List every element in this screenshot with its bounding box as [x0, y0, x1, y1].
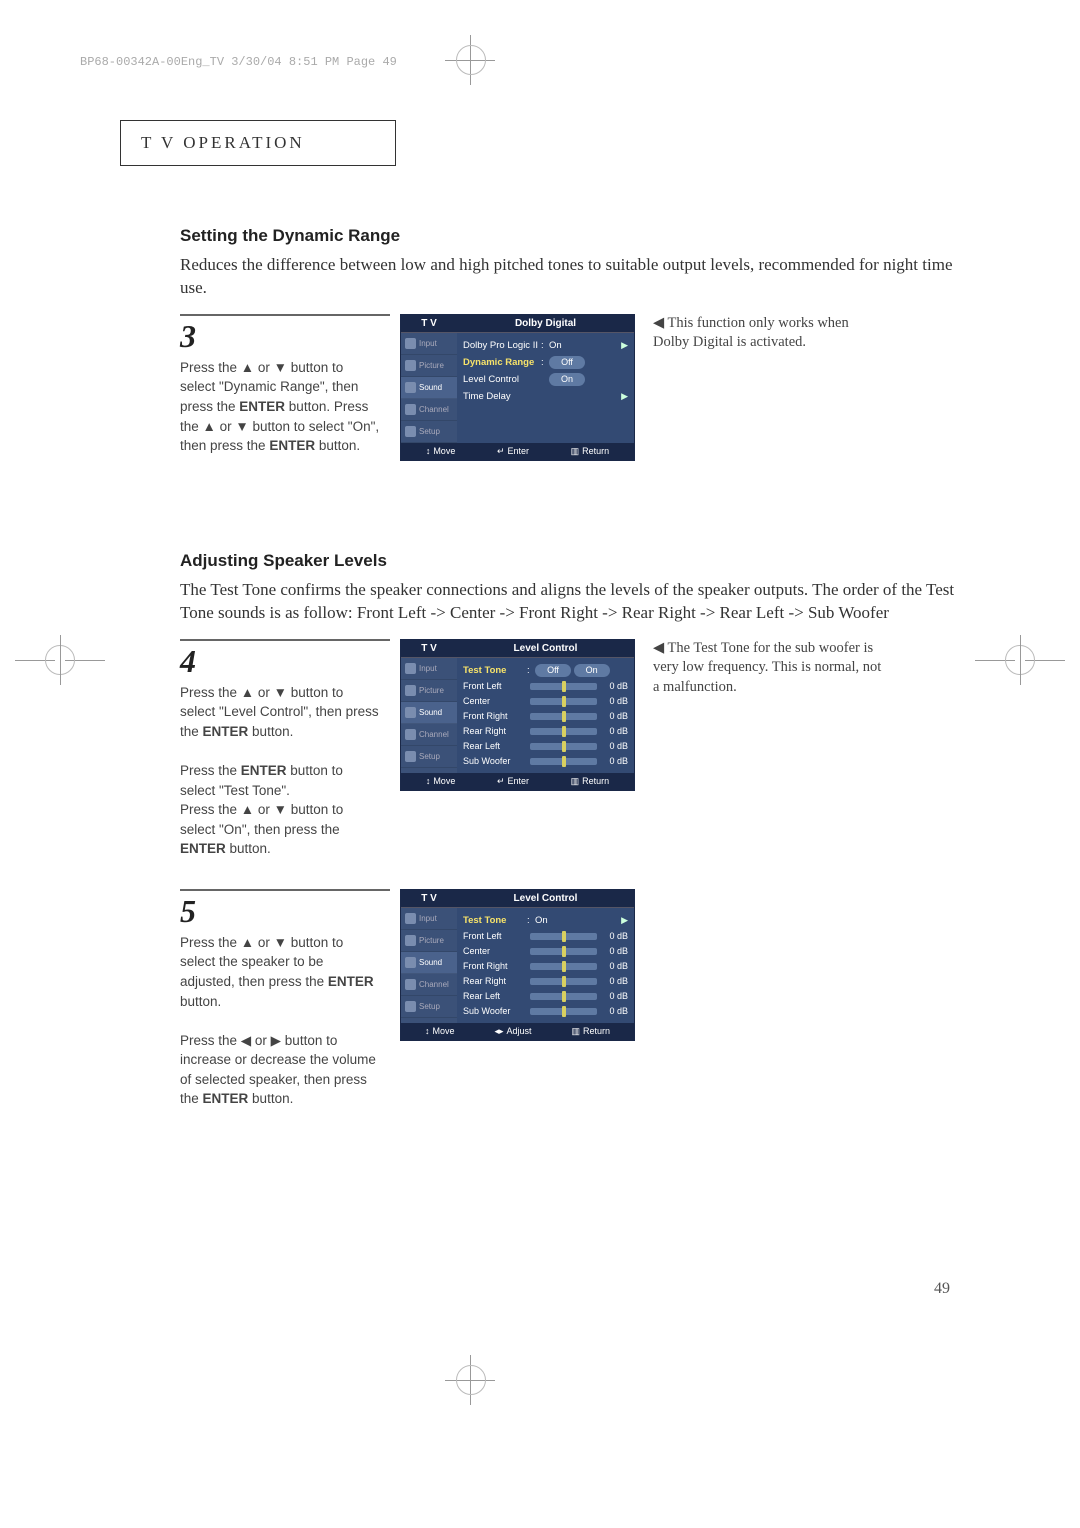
tab-title-tv: T V O: [141, 133, 199, 152]
page-number: 49: [934, 1280, 950, 1298]
tv-side-sound: Sound: [401, 702, 457, 724]
heading-dynamic-range: Setting the Dynamic Range: [180, 226, 960, 246]
tv-footer-item: ↕Move: [426, 776, 456, 787]
tv-slider-row: Front Left0 dB: [463, 929, 628, 944]
tv-slider-row: Rear Left0 dB: [463, 989, 628, 1004]
tv-menu-level-1: T VLevel Control InputPictureSoundChanne…: [400, 639, 635, 791]
step-4-text: Press the ▲ or ▼ button to select "Level…: [180, 683, 380, 859]
tv-side-setup: Setup: [401, 746, 457, 768]
s4p2a: Press the: [180, 763, 241, 778]
tv-row: Level ControlOn: [463, 371, 628, 388]
s5p1a: Press the ▲ or ▼ button to select the sp…: [180, 935, 343, 989]
step-number-5: 5: [180, 895, 380, 927]
tv-side-sound: Sound: [401, 377, 457, 399]
note-subwoofer: ◀ The Test Tone for the sub woofer is ve…: [653, 639, 883, 698]
tv-row: Dolby Pro Logic II:On▶: [463, 337, 628, 354]
s4p3b: button.: [226, 841, 271, 856]
step3-enter1: ENTER: [239, 399, 285, 414]
step3-t3: button.: [315, 438, 360, 453]
tv-slider-row: Rear Right0 dB: [463, 974, 628, 989]
note-dolby: ◀ This function only works when Dolby Di…: [653, 314, 883, 353]
tv-side-setup: Setup: [401, 996, 457, 1018]
tv-side-picture: Picture: [401, 680, 457, 702]
tv-slider-row: Rear Left0 dB: [463, 739, 628, 754]
tv-side-input: Input: [401, 333, 457, 355]
tv-side-channel: Channel: [401, 724, 457, 746]
tv-row-testtone: Test Tone:Off On: [463, 662, 628, 679]
tv-slider-row: Front Left0 dB: [463, 679, 628, 694]
tv-slider-row: Center0 dB: [463, 694, 628, 709]
tv-footer-item: ◂▸Adjust: [494, 1026, 531, 1037]
tv-slider-row: Rear Right0 dB: [463, 724, 628, 739]
s5p2b: button.: [248, 1091, 293, 1106]
tv-footer-item: ↕Move: [425, 1026, 455, 1037]
step-number-4: 4: [180, 645, 380, 677]
tv-side-input: Input: [401, 658, 457, 680]
tv-side-picture: Picture: [401, 930, 457, 952]
tab-title-rest: PERATION: [199, 133, 305, 152]
tv-footer-item: ↵Enter: [497, 776, 529, 787]
tv-side-picture: Picture: [401, 355, 457, 377]
tv-row-testtone: Test Tone:On▶: [463, 912, 628, 929]
tv-row: Time Delay▶: [463, 388, 628, 405]
tv-footer-item: ▥Return: [571, 776, 610, 787]
print-header: BP68-00342A-00Eng_TV 3/30/04 8:51 PM Pag…: [80, 55, 397, 69]
intro-speaker-levels: The Test Tone confirms the speaker conne…: [180, 579, 960, 625]
tv-menu-level-2: T VLevel Control InputPictureSoundChanne…: [400, 889, 635, 1041]
s5p1b: button.: [180, 994, 221, 1009]
tv-footer-item: ↵Enter: [497, 446, 529, 457]
tv-slider-row: Sub Woofer0 dB: [463, 754, 628, 769]
tv-slider-row: Front Right0 dB: [463, 709, 628, 724]
tv-menu-dolby: T VDolby Digital InputPictureSoundChanne…: [400, 314, 635, 461]
section-tab: T V OPERATION: [120, 120, 396, 166]
step-5-text: Press the ▲ or ▼ button to select the sp…: [180, 933, 380, 1109]
tv-side-sound: Sound: [401, 952, 457, 974]
s4p3a: Press the ▲ or ▼ button to select "On", …: [180, 802, 343, 837]
step-3-text: Press the ▲ or ▼ button to select "Dynam…: [180, 358, 380, 456]
step-number-3: 3: [180, 320, 380, 352]
s4p1e: ENTER: [203, 724, 249, 739]
s4p1b: button.: [248, 724, 293, 739]
s5p2e: ENTER: [203, 1091, 249, 1106]
tv-slider-row: Center0 dB: [463, 944, 628, 959]
tv-slider-row: Sub Woofer0 dB: [463, 1004, 628, 1019]
tv-side-channel: Channel: [401, 399, 457, 421]
tv-footer-item: ▥Return: [571, 1026, 610, 1037]
tv-side-input: Input: [401, 908, 457, 930]
s4p3e: ENTER: [180, 841, 226, 856]
tv-side-setup: Setup: [401, 421, 457, 443]
s5p1e: ENTER: [328, 974, 374, 989]
tv-footer-item: ▥Return: [571, 446, 610, 457]
tv-row: Dynamic Range:Off: [463, 354, 628, 371]
intro-dynamic-range: Reduces the difference between low and h…: [180, 254, 960, 300]
tv-slider-row: Front Right0 dB: [463, 959, 628, 974]
step3-enter2: ENTER: [269, 438, 315, 453]
tv-side-channel: Channel: [401, 974, 457, 996]
heading-speaker-levels: Adjusting Speaker Levels: [180, 551, 960, 571]
tv-footer-item: ↕Move: [426, 446, 456, 457]
s4p2e: ENTER: [241, 763, 287, 778]
